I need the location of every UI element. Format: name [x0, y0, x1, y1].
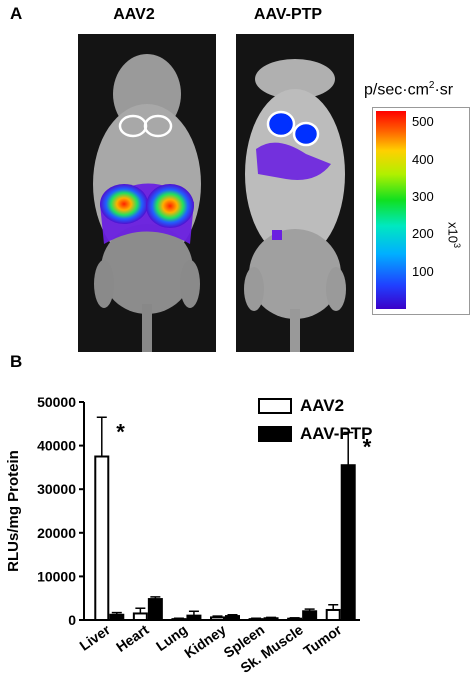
bar-aav2-tumor — [325, 608, 341, 621]
y-tick-label: 0 — [68, 612, 76, 628]
y-tick-label: 10000 — [37, 568, 76, 584]
x-category-label: Heart — [113, 621, 152, 655]
bar-aav-ptp-lung — [186, 614, 202, 621]
x-category-label: Tumor — [300, 621, 344, 659]
bar-aav-ptp-kidney — [225, 615, 240, 622]
y-axis-label: RLUs/mg Protein — [5, 450, 22, 572]
colorbar-tick-label: 400 — [412, 151, 434, 167]
colorbar-tick-label: 500 — [412, 114, 434, 130]
legend-label-aav-ptp: AAV-PTP — [300, 424, 373, 443]
legend-aav2: AAV2 — [258, 396, 344, 416]
bar-aav2-spleen — [248, 618, 264, 622]
aav-ptp-mouse-image — [236, 34, 354, 352]
aav2-image-title: AAV2 — [113, 6, 155, 23]
aav2-mouse-image — [78, 34, 216, 352]
bar-aav2-sk-muscle — [287, 617, 303, 622]
y-tick-label: 30000 — [37, 481, 76, 497]
aav2-mouse-drawing — [93, 54, 201, 352]
bar-aav-ptp-heart — [147, 598, 163, 622]
legend-aav-ptp: AAV-PTP — [258, 424, 372, 444]
panel-b-label: B — [10, 352, 23, 371]
significance-mark: * — [363, 435, 372, 460]
y-tick-label: 40000 — [37, 438, 76, 454]
bar-aav2-lung — [171, 618, 187, 622]
bar-aav2-kidney — [210, 616, 225, 622]
x-category-label: Kidney — [181, 621, 229, 661]
aav-ptp-tumor-roi-left — [266, 110, 296, 138]
bar-aav-ptp-spleen — [263, 617, 279, 621]
colorbar-tick-label: 100 — [412, 263, 434, 279]
aav-ptp-mouse-drawing — [244, 59, 346, 352]
colorbar-tick-label: 300 — [412, 188, 434, 204]
bar-aav2-liver — [94, 455, 110, 621]
bar-aav-ptp-sk-muscle — [302, 610, 318, 621]
legend-swatch-aav-ptp — [258, 426, 292, 442]
legend-label-aav2: AAV2 — [300, 396, 345, 415]
legend-swatch-aav2 — [258, 398, 292, 414]
y-tick-label: 50000 — [37, 394, 76, 410]
colorbar-scale-factor: x103 — [445, 222, 462, 248]
aav2-tumor-roi-right — [143, 114, 173, 138]
aav-ptp-image-title: AAV-PTP — [253, 6, 323, 23]
colorbar-unit-title: p/sec·cm2·sr — [364, 80, 454, 99]
significance-mark: * — [116, 419, 125, 444]
bar-chart: 0 10000 20000 30000 40000 50000 RLUs/mg Protei… — [5, 394, 372, 676]
colorbar-tick-label: 200 — [412, 226, 434, 242]
bar-aav-ptp-tumor — [340, 464, 356, 621]
aav-ptp-tumor-roi-right — [292, 121, 320, 147]
bar-aav2-heart — [132, 612, 148, 622]
colorbar-gradient — [376, 111, 406, 309]
bar-aav-ptp-liver — [109, 613, 125, 622]
y-tick-label: 20000 — [37, 525, 76, 541]
x-category-label: Liver — [76, 621, 113, 654]
panel-a-label: A — [10, 4, 23, 23]
